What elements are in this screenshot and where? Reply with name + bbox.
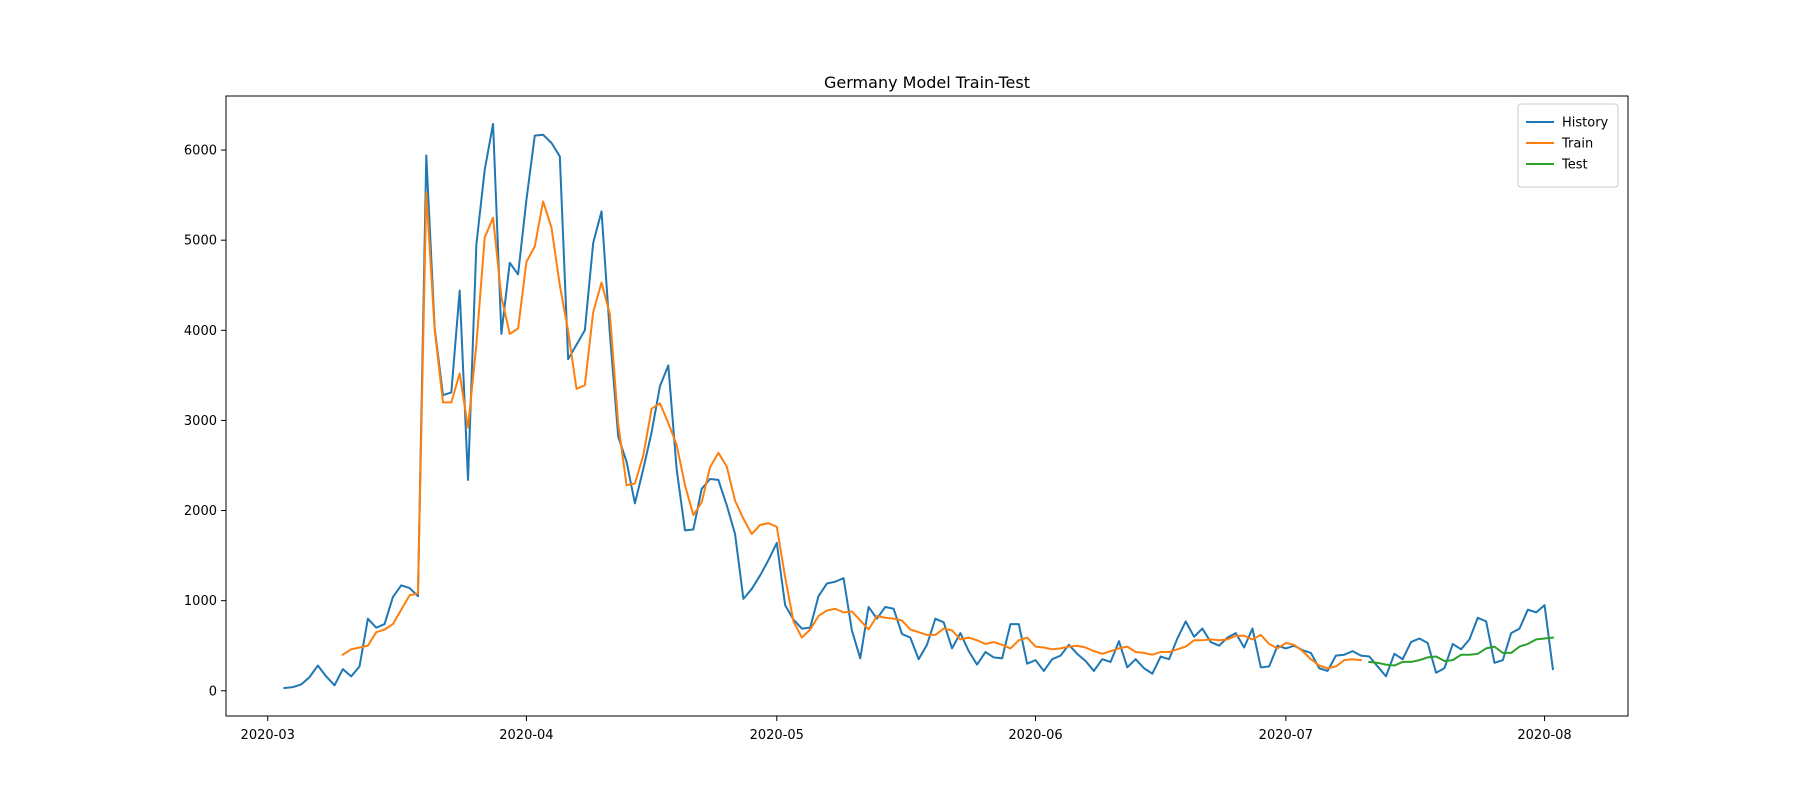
axes: 0 1000 2000 3000 4000 5000 6000 2020-03 2020-04 2…: [184, 95, 1629, 743]
x-tick-label: 2020-07: [1259, 728, 1313, 743]
y-tick-label: 1000: [184, 594, 217, 609]
x-tick-label: 2020-06: [1008, 728, 1062, 743]
axes-frame: [225, 95, 1629, 717]
y-tick-label: 3000: [184, 414, 217, 429]
y-tick-label: 0: [209, 684, 217, 699]
legend-label-history: History: [1562, 116, 1609, 131]
legend-label-train: Train: [1561, 137, 1593, 152]
x-tick-label: 2020-08: [1517, 728, 1571, 743]
legend: History Train Test: [1517, 103, 1619, 188]
x-tick-label: 2020-05: [750, 728, 804, 743]
series-line-train: [341, 191, 1363, 670]
y-tick-label: 5000: [184, 234, 217, 249]
x-tick-label: 2020-04: [499, 728, 553, 743]
y-tick-label: 4000: [184, 324, 217, 339]
y-tick-label: 6000: [184, 144, 217, 159]
plot-area: [283, 122, 1555, 690]
chart-title: Germany Model Train-Test: [824, 73, 1030, 92]
y-tick-label: 2000: [184, 504, 217, 519]
legend-box: [1517, 103, 1619, 188]
series-line-history: [283, 122, 1555, 690]
series-group: [283, 122, 1555, 690]
series-line-test: [1368, 636, 1554, 667]
x-tick-label: 2020-03: [241, 728, 295, 743]
legend-label-test: Test: [1561, 158, 1588, 173]
